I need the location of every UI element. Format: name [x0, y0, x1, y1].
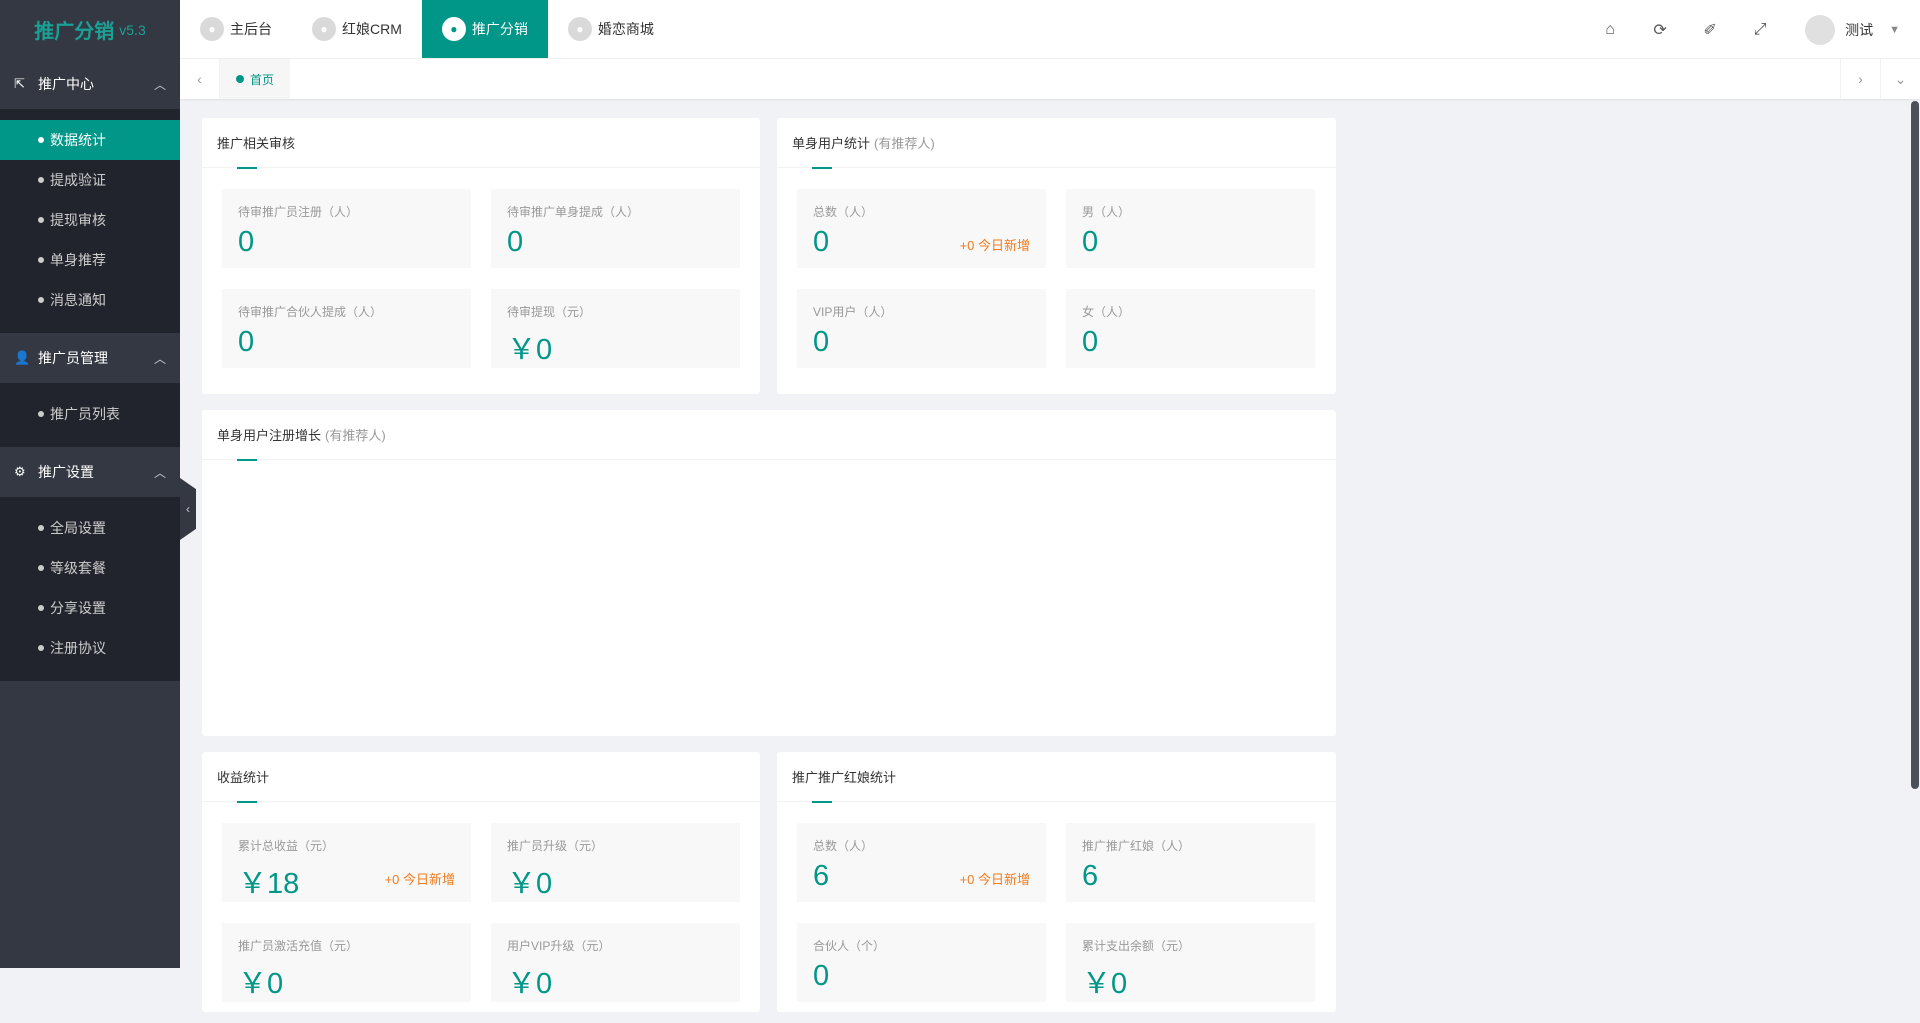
nav-tab[interactable]: ● 推广分销 — [421, 0, 548, 58]
sidebar-item[interactable]: 分享设置 — [0, 588, 180, 628]
stat-box: 推广员升级（元） ￥0 — [491, 823, 740, 902]
stat-box: 累计总收益（元） ￥18 +0 今日新增 — [222, 823, 471, 902]
caret-down-icon: ▼ — [1889, 23, 1900, 36]
chevron-up-icon: ︿ — [153, 465, 166, 480]
stat-box: 女（人） 0 — [1066, 289, 1315, 368]
home-icon[interactable]: ⌂ — [1605, 20, 1615, 38]
stat-box: VIP用户（人） 0 — [797, 289, 1046, 368]
sidebar-item[interactable]: 消息通知 — [0, 280, 180, 320]
stat-box: 待审推广合伙人提成（人） 0 — [222, 289, 471, 368]
chevron-up-icon: ︿ — [153, 351, 166, 366]
stat-card: 推广推广红娘统计总数（人） 6 +0 今日新增 推广推广红娘（人） 6 合伙人（个） 0 累计… — [777, 752, 1336, 1012]
sidebar-item[interactable]: 单身推荐 — [0, 240, 180, 280]
sidebar-group[interactable]: ⚙ 推广设置 ︿ — [0, 447, 180, 497]
stat-box: 待审推广单身提成（人） 0 — [491, 189, 740, 268]
sidebar-group[interactable]: 👤 推广员管理 ︿ — [0, 333, 180, 383]
nav-tab[interactable]: ● 婚恋商城 — [548, 0, 674, 58]
clear-cache-icon[interactable]: ✐ — [1703, 21, 1717, 39]
stat-card: 单身用户注册增长 (有推荐人) — [202, 410, 1336, 736]
stat-box: 待审提现（元） ￥0 — [491, 289, 740, 368]
version: v5.3 — [119, 21, 146, 38]
tab-bar: ‹ 首页 › ⌄ — [180, 59, 1920, 99]
stat-box: 待审推广员注册（人） 0 — [222, 189, 471, 268]
scrollbar[interactable] — [1911, 101, 1919, 789]
card-title: 单身用户注册增长 — [217, 428, 322, 443]
sidebar-group[interactable]: ⇱ 推广中心 ︿ — [0, 59, 180, 109]
sidebar-item[interactable]: 推广员列表 — [0, 394, 180, 434]
logo[interactable]: 推广分销 v5.3 — [34, 21, 146, 43]
crm-icon: ● — [312, 17, 336, 41]
nav-tab[interactable]: ● 主后台 — [180, 0, 292, 58]
stat-box: 男（人） 0 — [1066, 189, 1315, 268]
refresh-icon[interactable]: ⟳ — [1653, 21, 1667, 39]
avatar — [1805, 14, 1836, 45]
card-title: 推广推广红娘统计 — [792, 770, 897, 785]
nav-tab[interactable]: ● 红娘CRM — [292, 0, 422, 58]
collapse-sidebar-button[interactable]: ‹ — [180, 478, 196, 540]
sidebar: 推广分销 v5.3 ⇱ 推广中心 ︿ 数据统计 提成验证 提现审核 单身推荐 消息通知 👤 推广员管… — [0, 0, 180, 968]
stat-box: 推广推广红娘（人） 6 — [1066, 823, 1315, 902]
share-icon: ● — [441, 17, 466, 41]
tabs-prev-button[interactable]: ‹ — [180, 59, 220, 99]
tab-home[interactable]: 首页 — [220, 59, 291, 99]
sidebar-item[interactable]: 全局设置 — [0, 508, 180, 548]
stat-box: 总数（人） 6 +0 今日新增 — [797, 823, 1046, 902]
today-increase: +0 今日新增 — [959, 238, 1030, 253]
stat-card: 推广相关审核待审推广员注册（人） 0 待审推广单身提成（人） 0 待审推广合伙人提成（人… — [202, 118, 760, 394]
share-icon: ⇱ — [14, 76, 25, 91]
tabs-dropdown-button[interactable]: ⌄ — [1880, 59, 1920, 99]
top-nav: ● 主后台 ● 红娘CRM ● 推广分销 ● 婚恋商城 ⌂ ⟳ ✐ ⤢ 测试 ▼ — [180, 0, 1920, 59]
stat-box: 累计支出余额（元） ￥0 — [1066, 923, 1315, 1002]
fullscreen-icon[interactable]: ⤢ — [1753, 20, 1767, 38]
stat-card: 收益统计累计总收益（元） ￥18 +0 今日新增 推广员升级（元） ￥0 推广员激活充值（… — [202, 752, 760, 1012]
tabs-next-button[interactable]: › — [1840, 59, 1880, 99]
today-increase: +0 今日新增 — [959, 872, 1030, 887]
today-increase: +0 今日新增 — [384, 872, 455, 887]
user-menu[interactable]: 测试 ▼ — [1785, 14, 1920, 45]
sidebar-item[interactable]: 等级套餐 — [0, 548, 180, 588]
card-title: 单身用户统计 — [792, 136, 871, 151]
sidebar-item[interactable]: 数据统计 — [0, 120, 180, 160]
stat-box: 推广员激活充值（元） ￥0 — [222, 923, 471, 1002]
card-title: 收益统计 — [217, 770, 270, 785]
shop-icon: ● — [567, 17, 592, 41]
stat-card: 单身用户统计 (有推荐人) 总数（人） 0 +0 今日新增 男（人） 0 VIP用户（人） 0 女… — [777, 118, 1336, 394]
stat-box: 总数（人） 0 +0 今日新增 — [797, 189, 1046, 268]
stat-box: 合伙人（个） 0 — [797, 923, 1046, 1002]
sidebar-item[interactable]: 注册协议 — [0, 628, 180, 668]
stat-box: 用户VIP升级（元） ￥0 — [491, 923, 740, 1002]
sidebar-item[interactable]: 提成验证 — [0, 160, 180, 200]
card-title: 推广相关审核 — [217, 136, 296, 151]
user-circle-icon: ● — [200, 17, 224, 41]
gear-icon: ⚙ — [14, 464, 26, 479]
user-icon: 👤 — [14, 350, 31, 365]
chart-area — [202, 460, 1336, 730]
chevron-up-icon: ︿ — [153, 77, 166, 92]
sidebar-item[interactable]: 提现审核 — [0, 200, 180, 240]
